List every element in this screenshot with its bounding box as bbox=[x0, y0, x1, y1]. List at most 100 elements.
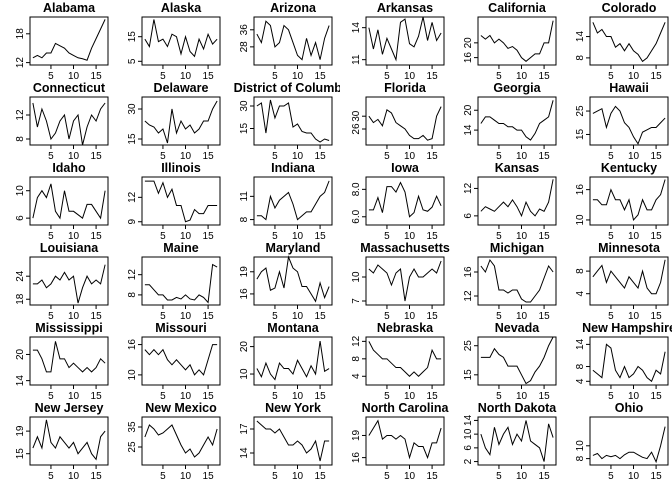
x-tick-label: 10 bbox=[180, 231, 192, 242]
plot-frame bbox=[253, 16, 333, 66]
panel-title: New Hampshire bbox=[582, 321, 672, 335]
x-tick-label: 10 bbox=[180, 391, 192, 402]
x-tick-label: 15 bbox=[427, 311, 439, 322]
x-tick-label: 15 bbox=[651, 231, 663, 242]
y-tick-label: 17 bbox=[239, 423, 250, 435]
x-tick-label: 10 bbox=[516, 151, 528, 162]
x-tick-label: 10 bbox=[404, 151, 416, 162]
x-tick-label: 10 bbox=[628, 151, 640, 162]
x-tick-label: 10 bbox=[628, 231, 640, 242]
x-tick-label: 10 bbox=[68, 471, 80, 480]
x-tick-label: 15 bbox=[91, 151, 103, 162]
x-tick-label: 10 bbox=[628, 311, 640, 322]
y-tick-label: 14 bbox=[351, 22, 362, 34]
x-tick-label: 15 bbox=[651, 311, 663, 322]
x-tick-label: 10 bbox=[516, 231, 528, 242]
panel-title: Arizona bbox=[270, 1, 317, 15]
plot-frame bbox=[253, 96, 333, 146]
plot-frame bbox=[29, 416, 109, 466]
y-tick-label: 25 bbox=[463, 340, 474, 352]
plot-frame bbox=[477, 336, 557, 386]
x-tick-label: 5 bbox=[384, 471, 390, 480]
series-line-maryland bbox=[256, 255, 330, 303]
x-tick-label: 5 bbox=[160, 311, 166, 322]
plot-frame bbox=[141, 336, 221, 386]
series-line-connecticut bbox=[32, 102, 106, 146]
x-tick-label: 5 bbox=[272, 71, 278, 82]
y-tick-label: 8 bbox=[575, 455, 586, 461]
plot-frame bbox=[253, 336, 333, 386]
panel-title: New Jersey bbox=[35, 401, 104, 415]
panel-title: Hawaii bbox=[609, 81, 649, 95]
series-line-arizona bbox=[256, 20, 330, 61]
x-tick-label: 15 bbox=[539, 151, 551, 162]
y-tick-label: 20 bbox=[15, 348, 26, 360]
x-tick-label: 5 bbox=[160, 391, 166, 402]
x-tick-label: 5 bbox=[496, 391, 502, 402]
panel-alaska: Alaska 5 10 15 5 15 bbox=[127, 1, 221, 82]
series-line-arkansas bbox=[368, 16, 442, 62]
series-line-minnesota bbox=[592, 259, 666, 295]
y-tick-label: 14 bbox=[15, 375, 26, 387]
x-tick-label: 15 bbox=[651, 471, 663, 480]
plot-frame bbox=[365, 16, 445, 66]
plot-frame bbox=[253, 176, 333, 226]
x-tick-label: 15 bbox=[91, 71, 103, 82]
y-tick-label: 11 bbox=[351, 54, 362, 65]
x-tick-label: 5 bbox=[608, 471, 614, 480]
y-tick-label: 36 bbox=[239, 24, 250, 36]
y-tick-label: 30 bbox=[127, 103, 138, 115]
panel-new-hampshire: New Hampshire 5 10 15 4 8 14 bbox=[575, 321, 672, 402]
panel-north-carolina: North Carolina 5 10 15 16 19 bbox=[351, 401, 449, 480]
x-tick-label: 5 bbox=[608, 311, 614, 322]
x-tick-label: 15 bbox=[427, 71, 439, 82]
panel-title: North Dakota bbox=[478, 401, 558, 415]
x-tick-label: 5 bbox=[496, 71, 502, 82]
y-tick-label: 19 bbox=[15, 425, 26, 437]
series-line-kansas bbox=[480, 179, 554, 218]
plot-frame bbox=[365, 96, 445, 146]
panel-title: Missouri bbox=[155, 321, 206, 335]
series-line-alaska bbox=[144, 19, 218, 58]
x-tick-label: 5 bbox=[496, 471, 502, 480]
y-tick-label: 19 bbox=[351, 429, 362, 441]
x-tick-label: 10 bbox=[68, 71, 80, 82]
y-tick-label: 14 bbox=[463, 124, 474, 136]
y-tick-label: 12 bbox=[15, 109, 26, 121]
y-tick-label: 8 bbox=[575, 55, 586, 61]
panel-colorado: Colorado 5 10 15 8 14 bbox=[575, 1, 669, 82]
panel-title: Illinois bbox=[161, 161, 201, 175]
series-line-new-jersey bbox=[32, 419, 106, 461]
panel-montana: Montana 5 10 15 10 20 bbox=[239, 321, 333, 402]
panel-delaware: Delaware 5 10 15 15 30 bbox=[127, 81, 221, 162]
panel-louisiana: Louisiana 5 10 15 18 24 bbox=[15, 241, 109, 322]
y-tick-label: 28 bbox=[239, 41, 250, 53]
panel-title: Georgia bbox=[493, 81, 541, 95]
panel-title: Idaho bbox=[52, 161, 86, 175]
panel-title: Nebraska bbox=[377, 321, 434, 335]
panel-title: Delaware bbox=[154, 81, 209, 95]
plot-frame bbox=[141, 96, 221, 146]
y-tick-label: 10 bbox=[463, 428, 474, 440]
x-tick-label: 5 bbox=[48, 151, 54, 162]
y-tick-label: 24 bbox=[15, 270, 26, 282]
y-tick-label: 35 bbox=[127, 421, 138, 433]
y-tick-label: 15 bbox=[127, 31, 138, 43]
x-tick-label: 10 bbox=[404, 71, 416, 82]
y-tick-label: 8 bbox=[575, 363, 586, 369]
x-tick-label: 5 bbox=[384, 391, 390, 402]
x-tick-label: 10 bbox=[404, 391, 416, 402]
y-tick-label: 20 bbox=[239, 341, 250, 353]
x-tick-label: 15 bbox=[539, 391, 551, 402]
x-tick-label: 15 bbox=[315, 311, 327, 322]
y-tick-label: 6 bbox=[15, 215, 26, 221]
y-tick-label: 20 bbox=[463, 104, 474, 116]
panel-title: Indiana bbox=[271, 161, 316, 175]
y-tick-label: 10 bbox=[575, 214, 586, 226]
y-tick-label: 6 bbox=[463, 213, 474, 219]
y-tick-label: 10 bbox=[15, 185, 26, 197]
x-tick-label: 5 bbox=[384, 151, 390, 162]
panel-maryland: Maryland 5 10 15 16 19 bbox=[239, 241, 333, 322]
plot-frame bbox=[589, 336, 669, 386]
